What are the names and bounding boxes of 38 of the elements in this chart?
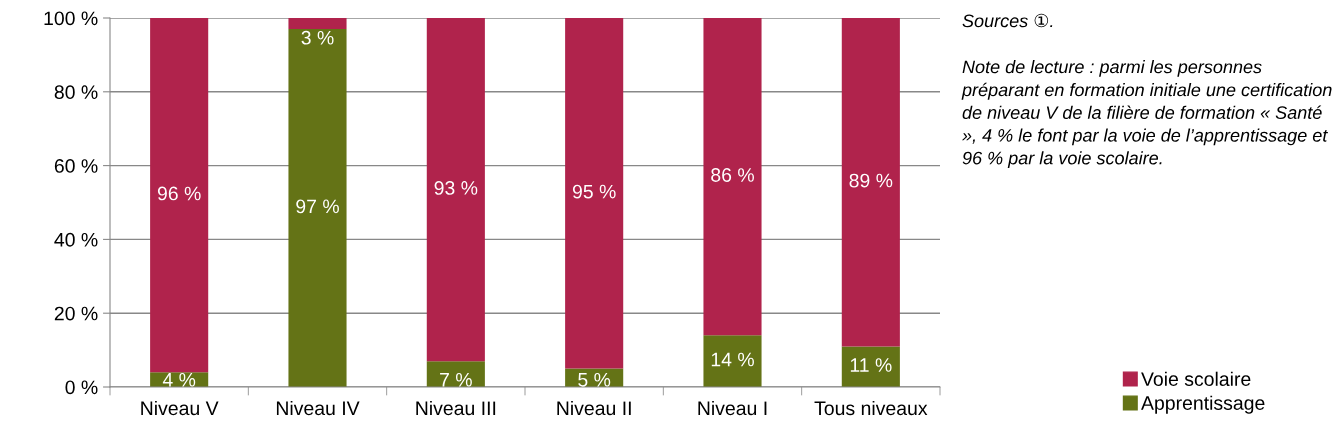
data-label: 7 % [440, 373, 472, 387]
data-label: 97 % [296, 199, 339, 214]
data-label: 89 % [849, 173, 893, 188]
data-label: 3 % [301, 30, 334, 45]
y-tick-label: 80 % [54, 85, 98, 100]
data-label: 93 % [434, 181, 478, 195]
data-label: 11 % [850, 358, 892, 372]
y-tick-label: 100 % [44, 11, 98, 26]
bar [565, 18, 624, 369]
data-label: 5 % [578, 373, 611, 387]
y-tick-label: 40 % [54, 232, 98, 247]
legend-label: Apprentissage [1141, 395, 1265, 414]
x-tick-label: Niveau V [141, 400, 219, 416]
text: Note de lecture : parmi les personnes préparant en formation initiale une certification de niveau V de la filière de formation « Santé », 4 % le font par la voie de l’apprentissage et 96 % par la voie scolaire. [961, 60, 1332, 169]
bar [426, 361, 485, 387]
bar [288, 29, 347, 387]
y-tick-label: 60 % [54, 159, 98, 173]
data-label: 96 % [157, 186, 201, 201]
x-tick-label: Niveau IV [276, 400, 360, 416]
source-note: Sources ①. [962, 13, 1053, 28]
x-tick-label: Niveau III [416, 400, 496, 416]
y-tick-label: 0 % [65, 380, 98, 395]
x-tick-label: Tous niveaux [814, 400, 928, 416]
bar [841, 18, 900, 347]
data-label: 14 % [711, 352, 754, 367]
data-label: 4 % [162, 373, 196, 387]
bar [703, 18, 762, 336]
x-tick-label: Niveau I [698, 400, 767, 416]
data-label: 86 % [711, 168, 754, 182]
bar [841, 346, 900, 387]
bar [288, 18, 347, 30]
x-tick-label: Niveau II [557, 400, 631, 416]
bar [426, 18, 485, 362]
legend-label: Voie scolaire [1141, 371, 1251, 386]
bar [150, 18, 209, 373]
y-tick-label: 20 % [54, 306, 98, 321]
data-label: 95 % [572, 184, 616, 199]
bar [703, 335, 762, 387]
